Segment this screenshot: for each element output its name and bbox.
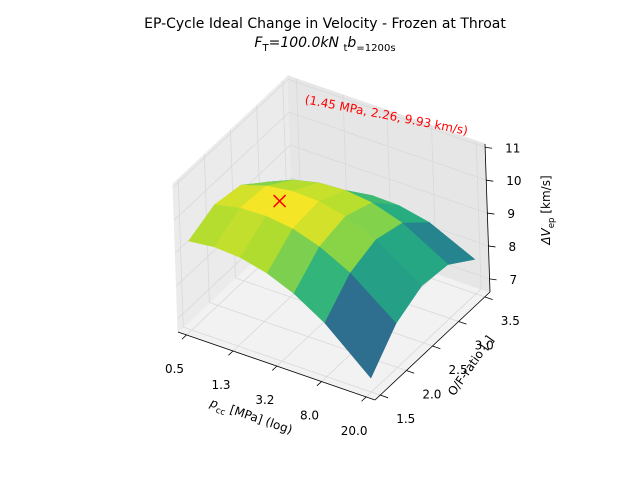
y-tick bbox=[432, 345, 441, 350]
x-tick bbox=[361, 396, 367, 402]
z-tick bbox=[488, 245, 496, 248]
y-tick-label: 2.0 bbox=[422, 388, 441, 402]
x-tick-label: 3.2 bbox=[255, 393, 274, 407]
x-tick bbox=[181, 334, 187, 340]
chart-subtitle-part: =100.0kN bbox=[269, 35, 344, 51]
x-axis-label: pcc [MPa] (log) bbox=[206, 395, 294, 440]
grid-line bbox=[172, 78, 289, 188]
x-tick-label: 20.0 bbox=[341, 424, 368, 438]
grid-line bbox=[289, 111, 487, 181]
annotation-marker bbox=[273, 194, 287, 208]
y-tick-label: 2.5 bbox=[449, 363, 468, 377]
z-tick-label: 7 bbox=[510, 273, 518, 287]
chart-title: EP-Cycle Ideal Change in Velocity - Froz… bbox=[144, 16, 506, 32]
z-axis-line bbox=[484, 143, 491, 293]
z-tick bbox=[487, 212, 495, 215]
chart-subtitle-part: t bbox=[343, 43, 347, 54]
x-tick bbox=[228, 350, 234, 356]
y-tick bbox=[484, 296, 493, 301]
z-tick-label: 9 bbox=[507, 207, 515, 221]
y-tick bbox=[406, 370, 415, 374]
surface-patch bbox=[324, 272, 397, 379]
chart-subtitle-part: T bbox=[261, 43, 269, 54]
y-tick-label: 1.5 bbox=[396, 412, 415, 426]
y-tick-label: 3.0 bbox=[475, 338, 494, 352]
chart-subtitle-part: F bbox=[254, 35, 263, 51]
x-tick bbox=[316, 381, 322, 387]
grid-line bbox=[173, 111, 290, 221]
chart-subtitle: FT=100.0kN tb=1200s bbox=[254, 35, 395, 54]
chart-subtitle-part: b bbox=[347, 35, 356, 51]
x-axis-label-part: cc bbox=[214, 406, 226, 419]
x-tick-label: 8.0 bbox=[300, 409, 319, 423]
z-tick bbox=[485, 146, 493, 149]
y-tick bbox=[458, 321, 467, 325]
grid-line bbox=[287, 78, 486, 148]
grid-line bbox=[183, 326, 381, 396]
z-tick-label: 10 bbox=[506, 174, 521, 188]
grid-line bbox=[290, 144, 488, 214]
x-tick bbox=[272, 365, 278, 371]
z-tick-label: 11 bbox=[505, 141, 520, 155]
z-tick bbox=[486, 179, 494, 182]
z-axis-label-part: ep bbox=[547, 217, 557, 228]
chart-subtitle-part: =1200s bbox=[356, 43, 395, 54]
z-axis-label-part: [km/s] bbox=[539, 175, 553, 217]
grid-line bbox=[177, 179, 184, 328]
z-tick-label: 8 bbox=[508, 240, 516, 254]
y-tick bbox=[380, 394, 389, 399]
marker-stroke bbox=[273, 194, 287, 208]
z-axis-label: ΔVep [km/s] bbox=[539, 175, 557, 245]
y-tick-label: 3.5 bbox=[501, 314, 520, 328]
z-axis-label-part: ΔV bbox=[539, 227, 553, 245]
grid-line bbox=[475, 140, 482, 289]
x-tick-label: 0.5 bbox=[165, 362, 184, 376]
z-tick bbox=[489, 278, 497, 281]
x-tick-label: 1.3 bbox=[211, 378, 230, 392]
